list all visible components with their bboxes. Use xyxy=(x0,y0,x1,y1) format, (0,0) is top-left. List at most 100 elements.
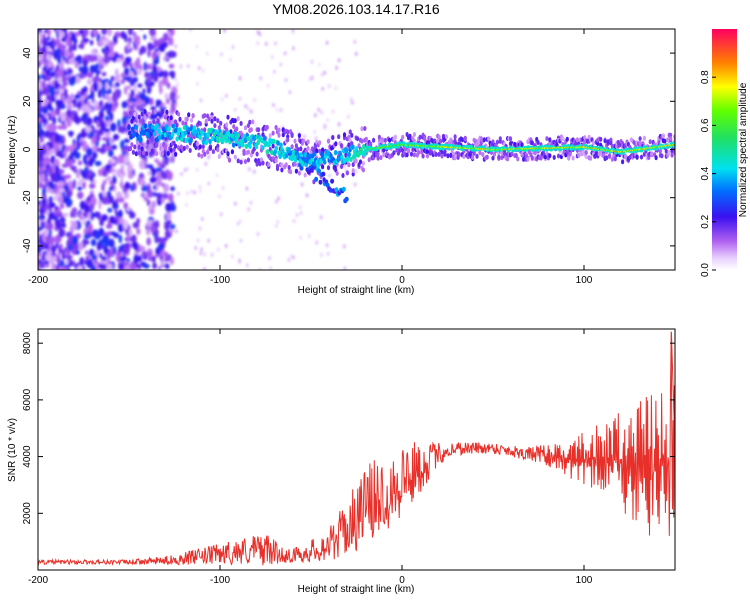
ridge-halo-blob xyxy=(439,138,443,144)
noise-blob xyxy=(149,45,156,50)
ridge-halo-blob xyxy=(337,134,341,140)
noise-blob xyxy=(165,263,170,270)
noise-blob xyxy=(65,259,69,265)
noise-blob xyxy=(147,77,152,84)
noise-blob xyxy=(126,57,130,66)
noise-blob xyxy=(78,241,84,251)
noise-blob xyxy=(274,41,277,46)
noise-blob xyxy=(350,97,353,102)
noise-blob xyxy=(137,83,143,88)
ridge-halo-blob xyxy=(227,157,232,163)
ridge-halo-blob xyxy=(412,132,416,137)
noise-blob xyxy=(147,164,154,169)
x-tick-label: 100 xyxy=(576,575,593,586)
ridge-halo-blob xyxy=(567,155,571,161)
noise-blob xyxy=(98,263,106,269)
noise-blob xyxy=(65,254,73,260)
noise-blob xyxy=(69,132,73,138)
noise-blob xyxy=(170,51,177,58)
noise-blob xyxy=(160,164,166,169)
noise-blob xyxy=(70,260,76,267)
noise-blob xyxy=(50,252,57,257)
noise-blob xyxy=(96,147,101,153)
ridge-halo-blob xyxy=(143,115,147,121)
noise-blob xyxy=(207,238,210,243)
noise-blob xyxy=(77,168,81,179)
noise-blob xyxy=(107,207,113,213)
ridge-core-blob xyxy=(274,145,279,151)
noise-blob xyxy=(234,201,237,206)
ridge-halo-blob xyxy=(289,169,293,175)
ridge-halo-blob xyxy=(648,139,652,145)
noise-blob xyxy=(40,73,45,80)
noise-blob xyxy=(157,266,162,270)
ridge-halo-blob xyxy=(147,111,151,117)
noise-blob xyxy=(143,34,147,40)
ridge-core-blob xyxy=(276,140,281,146)
y-tick-label: -20 xyxy=(22,190,33,205)
ridge-core-blob xyxy=(152,131,157,137)
ridge-core-blob xyxy=(171,123,176,129)
x-tick-label: -100 xyxy=(210,575,230,586)
ridge-halo-blob xyxy=(286,129,290,135)
noise-blob xyxy=(108,102,113,112)
noise-blob xyxy=(79,257,85,266)
noise-blob xyxy=(141,251,148,257)
ridge-core-blob xyxy=(291,149,296,155)
ridge-halo-blob xyxy=(664,148,668,154)
noise-blob xyxy=(284,51,287,56)
ridge-halo-blob xyxy=(160,109,165,115)
noise-blob xyxy=(44,122,49,131)
noise-blob xyxy=(220,97,224,102)
noise-blob xyxy=(42,107,48,115)
noise-blob xyxy=(114,76,120,82)
ridge-halo-blob xyxy=(232,124,236,130)
ridge-halo-blob xyxy=(345,170,349,176)
noise-blob xyxy=(109,247,114,257)
noise-blob xyxy=(129,261,135,270)
noise-blob xyxy=(38,259,43,264)
noise-blob xyxy=(137,263,141,270)
noise-blob xyxy=(60,228,65,236)
ridge-halo-blob xyxy=(443,151,447,157)
ridge-core-blob xyxy=(183,130,188,136)
noise-blob xyxy=(72,211,77,218)
noise-blob xyxy=(98,110,105,120)
ridge-halo-blob xyxy=(462,154,466,159)
ridge-halo-blob xyxy=(303,172,307,178)
noise-blob xyxy=(248,167,251,172)
noise-blob xyxy=(57,68,63,77)
noise-blob xyxy=(101,137,108,141)
x-tick-label: -100 xyxy=(210,275,230,286)
ridge-halo-blob xyxy=(552,155,556,160)
noise-blob xyxy=(139,45,147,54)
ridge-halo-blob xyxy=(340,143,344,149)
noise-blob xyxy=(56,212,63,217)
noise-blob xyxy=(317,107,320,112)
noise-blob xyxy=(67,244,73,252)
noise-blob xyxy=(85,147,93,156)
noise-blob xyxy=(83,211,88,218)
noise-blob xyxy=(138,254,142,263)
noise-blob xyxy=(57,76,63,84)
ridge-core-blob xyxy=(549,148,553,152)
ridge-halo-blob xyxy=(182,146,186,151)
ridge-halo-blob xyxy=(137,114,141,120)
noise-blob xyxy=(50,172,57,183)
noise-blob xyxy=(165,54,169,61)
noise-blob xyxy=(55,165,59,174)
noise-blob xyxy=(291,29,295,34)
noise-blob xyxy=(86,144,90,149)
ridge-halo-blob xyxy=(548,153,552,159)
noise-blob xyxy=(170,186,175,191)
ridge-halo-blob xyxy=(274,125,278,130)
ridge-core-blob xyxy=(167,126,171,132)
noise-blob xyxy=(93,106,98,111)
noise-blob xyxy=(154,66,158,76)
noise-blob xyxy=(66,160,72,167)
ridge-core-blob xyxy=(265,149,270,155)
noise-blob xyxy=(109,186,114,191)
noise-blob xyxy=(72,42,77,52)
noise-blob xyxy=(99,37,103,46)
ridge-halo-blob xyxy=(217,154,221,160)
